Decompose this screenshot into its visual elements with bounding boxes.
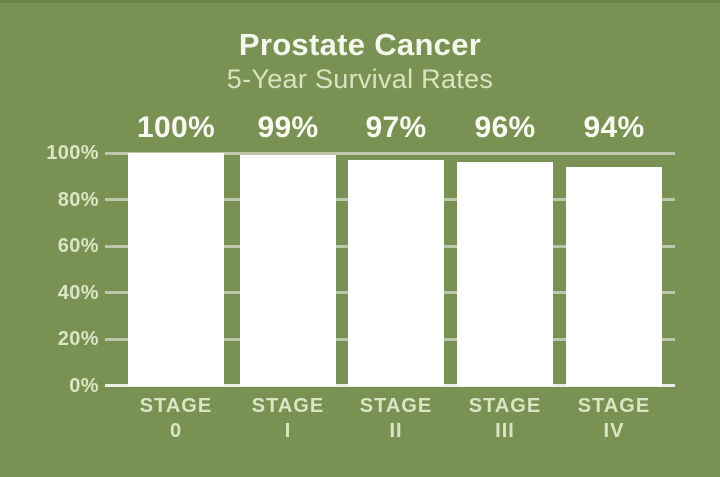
x-axis-category-label-4: STAGE IV [549,394,679,443]
bar-stage-0 [128,153,224,386]
y-axis-tick-label-100: 100% [46,142,99,164]
bar-value-label-1: 99% [257,111,319,144]
y-axis-tick-label-0: 0% [69,375,99,397]
y-axis-tick-label-20: 20% [57,328,99,351]
stage-numeral: III [495,420,515,442]
stage-numeral: I [284,420,292,442]
x-axis-category-label-3: STAGE III [440,394,570,443]
bar-value-label-4: 94% [583,111,645,144]
bar-stage-i [240,155,336,386]
stage-word: STAGE [359,395,433,417]
stage-word: STAGE [251,395,325,417]
top-edge-shade [0,0,720,3]
x-axis-category-label-1: STAGE I [223,394,353,443]
y-axis-tick-label-40: 40% [57,281,99,304]
bar-stage-ii [348,160,444,386]
x-axis-category-label-0: STAGE 0 [111,394,241,443]
bar-stage-iii [457,162,553,386]
stage-word: STAGE [468,395,542,417]
stage-numeral: II [389,420,403,442]
plot-area [105,151,675,387]
chart-subtitle: 5-Year Survival Rates [226,64,494,94]
y-axis-tick-label-80: 80% [57,188,99,211]
gridline-100 [105,151,675,155]
chart-title: Prostate Cancer [238,27,482,62]
stage-word: STAGE [577,395,651,417]
stage-numeral: IV [603,420,625,442]
stage-word: STAGE [139,395,213,417]
x-axis-line [105,384,675,387]
x-axis-category-label-2: STAGE II [331,394,461,443]
bar-value-label-2: 97% [365,111,427,144]
stage-numeral: 0 [169,420,183,442]
bar-stage-iv [566,166,662,386]
bar-value-label-0: 100% [137,111,215,144]
y-axis-tick-label-60: 60% [57,235,99,258]
bar-value-label-3: 96% [474,111,536,144]
